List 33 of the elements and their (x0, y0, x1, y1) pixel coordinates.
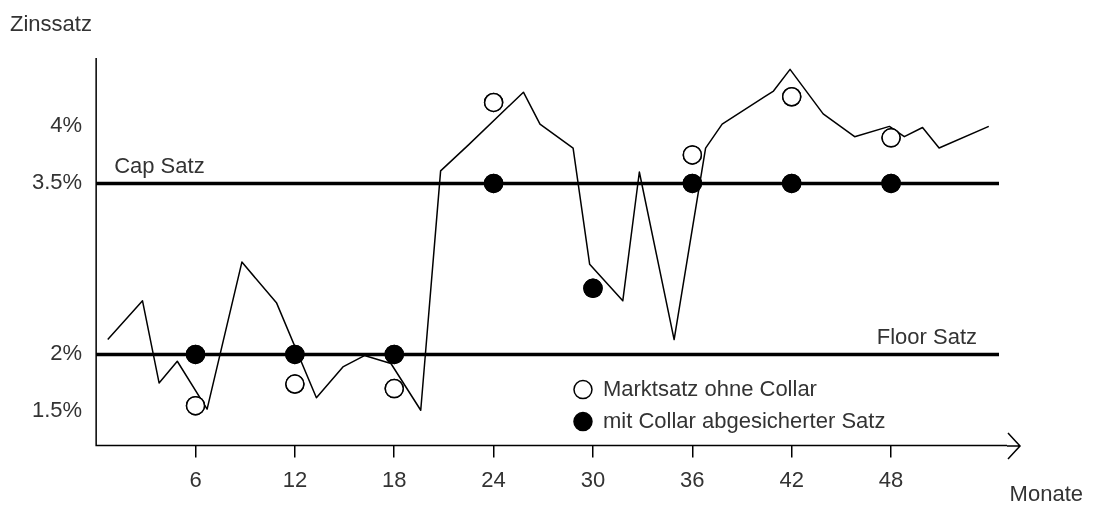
ref-line-label: Floor Satz (876, 324, 977, 350)
x-tick-label: 12 (282, 466, 308, 492)
ref-line-label: Cap Satz (114, 153, 205, 179)
point (682, 173, 703, 194)
point (781, 173, 802, 194)
x-tick-label: 48 (878, 466, 904, 492)
y-tick-label: 3.5% (31, 169, 83, 195)
point (483, 173, 504, 194)
y-tick-label: 1.5% (31, 397, 83, 423)
y-axis-title: Zinssatz (10, 11, 92, 37)
point (384, 344, 404, 365)
point (781, 87, 802, 107)
point (583, 278, 603, 299)
legend-label: Marktsatz ohne Collar (602, 375, 817, 401)
point (881, 128, 901, 148)
point (483, 92, 504, 113)
x-tick-label: 36 (680, 466, 705, 492)
x-tick-label: 42 (779, 466, 804, 492)
point (185, 344, 206, 365)
x-tick-label: 24 (481, 466, 506, 492)
point (285, 344, 305, 365)
point (185, 395, 206, 416)
point (682, 145, 703, 165)
y-tick-label: 2% (50, 340, 83, 366)
x-tick-label: 30 (580, 466, 606, 492)
x-tick-label: 6 (189, 466, 202, 492)
point (384, 378, 404, 399)
legend-label: mit Collar abgesicherter Satz (602, 407, 886, 433)
x-tick-label: 18 (382, 466, 407, 492)
point (285, 374, 305, 394)
x-axis-title: Monate (1009, 481, 1083, 507)
point (881, 173, 901, 194)
y-tick-label: 4% (50, 112, 83, 138)
